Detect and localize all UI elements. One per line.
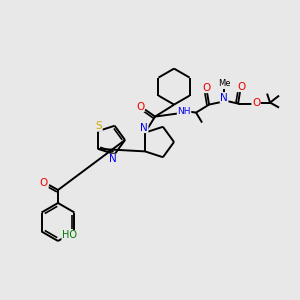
Text: HO: HO <box>62 230 77 241</box>
Text: NH: NH <box>177 107 191 116</box>
Text: Me: Me <box>218 79 230 88</box>
Text: N: N <box>220 93 228 103</box>
Text: O: O <box>40 178 48 188</box>
Text: O: O <box>237 82 245 92</box>
Text: O: O <box>252 98 260 108</box>
Text: N: N <box>140 123 148 133</box>
Text: O: O <box>136 102 144 112</box>
Text: N: N <box>109 154 116 164</box>
Text: S: S <box>96 121 102 131</box>
Text: O: O <box>202 82 210 93</box>
